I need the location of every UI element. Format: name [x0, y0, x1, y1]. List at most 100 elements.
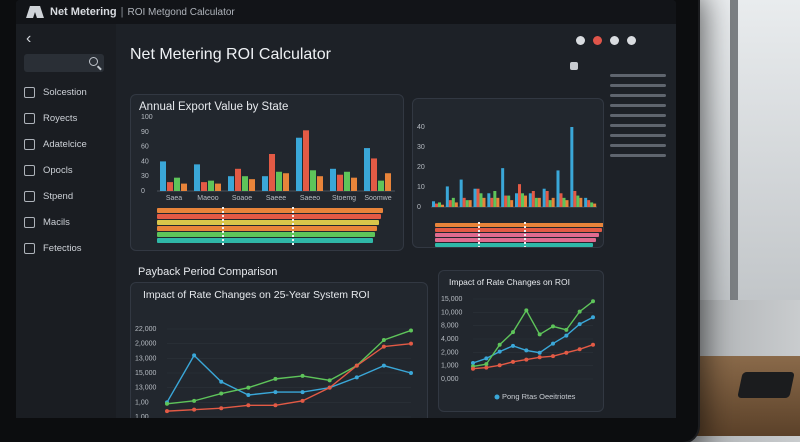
spend-icon: [24, 190, 35, 202]
data-point: [273, 403, 278, 408]
bar: [576, 195, 580, 207]
settings-icon[interactable]: [610, 36, 619, 45]
data-point: [409, 371, 413, 375]
y-tick-label: 1,00: [135, 414, 149, 418]
data-point: [165, 401, 169, 406]
data-point: [511, 343, 515, 348]
settings-icon: [24, 242, 35, 254]
stripe-band: [435, 243, 593, 247]
stripe-band: [435, 233, 599, 237]
search-input[interactable]: [24, 54, 104, 72]
bar: [468, 200, 472, 207]
bar: [454, 202, 458, 207]
sidebar-item-label: Royects: [43, 112, 78, 124]
data-point: [551, 341, 555, 346]
legend-swatch: [494, 394, 500, 400]
sidebar-item-stpend[interactable]: Stpend: [24, 186, 114, 206]
y-tick-label: 15,000: [441, 296, 463, 303]
bar: [269, 154, 275, 191]
menu-icon[interactable]: [627, 36, 636, 45]
export-value-chart: 100 90 60 40 30 0 Saea Maeoo Soaoe Saeee Saeeo Stoe…: [141, 114, 395, 245]
back-arrow-icon[interactable]: ‹: [26, 30, 32, 47]
data-point: [381, 338, 386, 342]
bar: [262, 176, 268, 191]
data-point: [327, 378, 332, 383]
x-tick-label: Saeee: [266, 195, 286, 202]
data-point: [524, 348, 529, 353]
bar: [462, 197, 466, 207]
bar: [160, 161, 166, 191]
sidebar-item-fetectios[interactable]: Fetectios: [24, 238, 114, 258]
stripe-band: [157, 232, 375, 237]
data-point: [192, 398, 197, 403]
search-icon[interactable]: [89, 57, 98, 66]
y-tick-label: 10,000: [441, 309, 463, 316]
series-line: [166, 354, 412, 403]
main-area: Net Metering ROI Calculator: [116, 24, 676, 418]
legend-label: Pong Rtas Oeeitriotes: [502, 392, 576, 401]
data-point: [219, 379, 224, 384]
card-title: Impact of Rate Changes on ROI: [449, 277, 570, 287]
x-tick-label: Stoemg: [332, 195, 356, 202]
sidebar-item-macils[interactable]: Macils: [24, 212, 114, 232]
bar: [487, 193, 491, 207]
bar: [565, 200, 569, 207]
app-subtitle: ROI Metgond Calculator: [127, 6, 235, 18]
bar: [545, 191, 549, 207]
bar: [448, 200, 452, 207]
bar: [570, 127, 574, 207]
bar: [174, 177, 180, 191]
data-point: [511, 330, 515, 335]
bar: [378, 180, 384, 191]
models-icon: [24, 216, 35, 228]
notification-icon[interactable]: [593, 36, 602, 45]
sidebar-item-label: Opocls: [43, 164, 73, 176]
series-line: [166, 329, 412, 405]
sidebar-item-adatelcice[interactable]: Adatelcice: [24, 134, 114, 154]
sidebar-item-royects[interactable]: Royects: [24, 108, 114, 128]
panel-line: [610, 94, 666, 97]
y-tick-label: 90: [141, 129, 149, 136]
x-tick-label: Saeeo: [300, 195, 320, 202]
y-tick-label: 1,00: [135, 399, 149, 406]
data-point: [246, 403, 251, 408]
data-point: [497, 349, 502, 354]
data-point: [484, 356, 489, 361]
data-point: [354, 363, 359, 368]
screen: Net Metering | ROI Metgond Calculator ‹ …: [16, 0, 676, 418]
data-point: [564, 350, 569, 355]
bell-icon[interactable]: [570, 62, 578, 70]
bar: [432, 201, 435, 207]
sidebar: ‹ Solcestion Royects Adatelcice Opocls S…: [16, 24, 116, 418]
data-point: [591, 315, 595, 320]
data-point: [524, 308, 529, 313]
data-point: [409, 341, 413, 346]
panel-line: [610, 154, 666, 157]
data-point: [192, 407, 197, 412]
bar: [371, 158, 377, 191]
window-frame: [730, 0, 738, 300]
bar: [228, 176, 234, 191]
data-point: [591, 342, 595, 347]
bar: [194, 164, 200, 191]
y-tick-label: 100: [141, 114, 153, 121]
stripe-band: [157, 214, 381, 219]
data-point: [471, 366, 475, 371]
bar: [501, 168, 505, 207]
profile-icon[interactable]: [576, 36, 585, 45]
data-point: [524, 357, 529, 362]
panel-line: [610, 124, 666, 127]
sidebar-item-opocls[interactable]: Opocls: [24, 160, 114, 180]
data-point: [551, 324, 555, 329]
data-point: [219, 391, 224, 396]
y-tick-label: 30: [141, 173, 149, 180]
y-tick-label: 40: [417, 124, 425, 131]
title-bar: Net Metering | ROI Metgond Calculator: [16, 0, 676, 24]
sidebar-nav: Solcestion Royects Adatelcice Opocls Stp…: [24, 82, 114, 264]
panel-line: [610, 134, 666, 137]
app-name: Net Metering: [50, 6, 117, 18]
bar: [490, 197, 494, 207]
solar-icon: [24, 86, 35, 98]
sidebar-item-solcestion[interactable]: Solcestion: [24, 82, 114, 102]
bar: [590, 202, 594, 207]
